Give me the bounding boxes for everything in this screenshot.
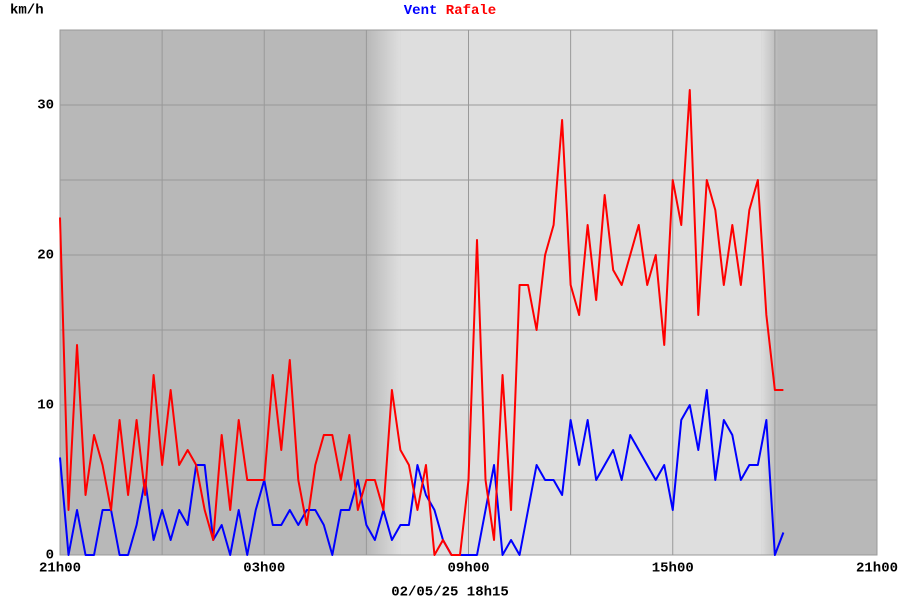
y-tick-label: 10 bbox=[37, 398, 54, 414]
legend-entry: Vent bbox=[404, 3, 438, 19]
series-line bbox=[59, 389, 785, 556]
y-tick-label: 0 bbox=[46, 548, 54, 564]
y-tick-label: 30 bbox=[37, 98, 54, 114]
y-axis-label: km/h bbox=[10, 3, 44, 19]
x-tick-label: 21h00 bbox=[39, 561, 81, 577]
series-line bbox=[59, 89, 784, 556]
x-tick-label: 15h00 bbox=[652, 561, 694, 577]
x-tick-label: 21h00 bbox=[856, 561, 898, 577]
subtitle: 02/05/25 18h15 bbox=[391, 585, 509, 600]
x-tick-label: 09h00 bbox=[447, 561, 489, 577]
dawn-band bbox=[366, 30, 401, 555]
y-tick-label: 20 bbox=[37, 248, 54, 264]
x-tick-label: 03h00 bbox=[243, 561, 285, 577]
legend-entry: Rafale bbox=[446, 3, 496, 19]
legend: Vent Rafale bbox=[404, 3, 496, 19]
